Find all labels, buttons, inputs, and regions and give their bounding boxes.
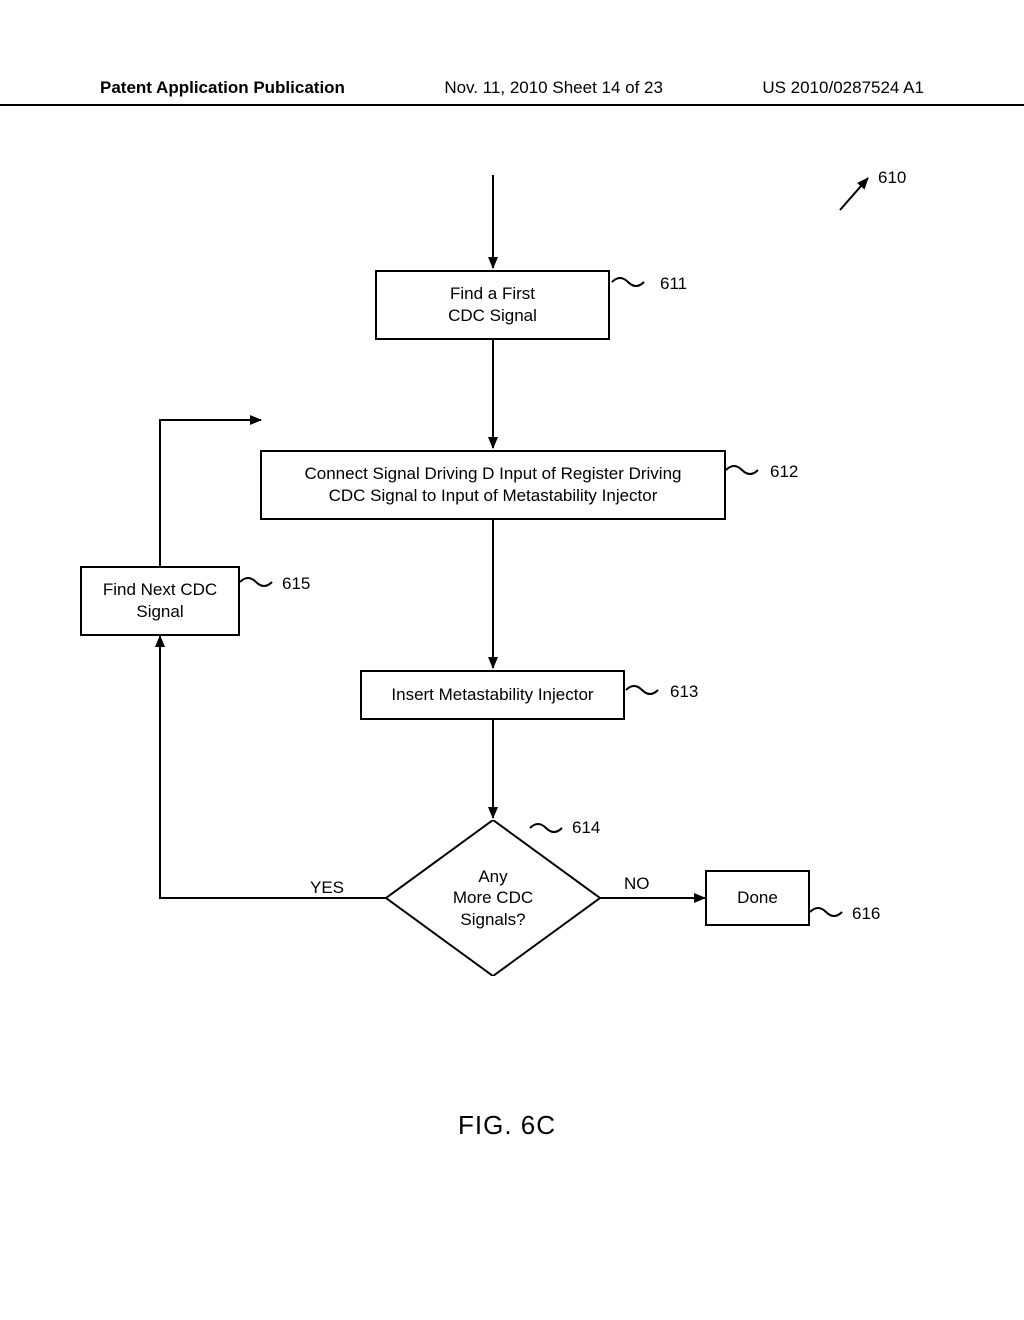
ref-610: 610	[878, 168, 906, 188]
decision-614-text: AnyMore CDCSignals?	[453, 866, 533, 930]
box-find-next-cdc: Find Next CDCSignal	[80, 566, 240, 636]
box-find-first-cdc: Find a FirstCDC Signal	[375, 270, 610, 340]
label-yes: YES	[310, 878, 344, 898]
box-616-text: Done	[737, 887, 778, 909]
box-612-text: Connect Signal Driving D Input of Regist…	[304, 463, 681, 507]
box-615-text: Find Next CDCSignal	[103, 579, 217, 623]
figure-caption: FIG. 6C	[458, 1110, 556, 1141]
decision-any-more-cdc: AnyMore CDCSignals?	[386, 820, 600, 976]
box-613-text: Insert Metastability Injector	[391, 684, 593, 706]
box-connect-signal: Connect Signal Driving D Input of Regist…	[260, 450, 726, 520]
ref-613: 613	[670, 682, 698, 702]
flowchart-diagram: 610 Find a FirstCDC Signal 611 Connect S…	[0, 0, 1024, 1320]
box-insert-injector: Insert Metastability Injector	[360, 670, 625, 720]
ref-611: 611	[660, 274, 687, 294]
box-done: Done	[705, 870, 810, 926]
ref-616: 616	[852, 904, 880, 924]
label-no: NO	[624, 874, 650, 894]
ref-612: 612	[770, 462, 798, 482]
ref-614: 614	[572, 818, 600, 838]
ref-615: 615	[282, 574, 310, 594]
box-611-text: Find a FirstCDC Signal	[448, 283, 537, 327]
